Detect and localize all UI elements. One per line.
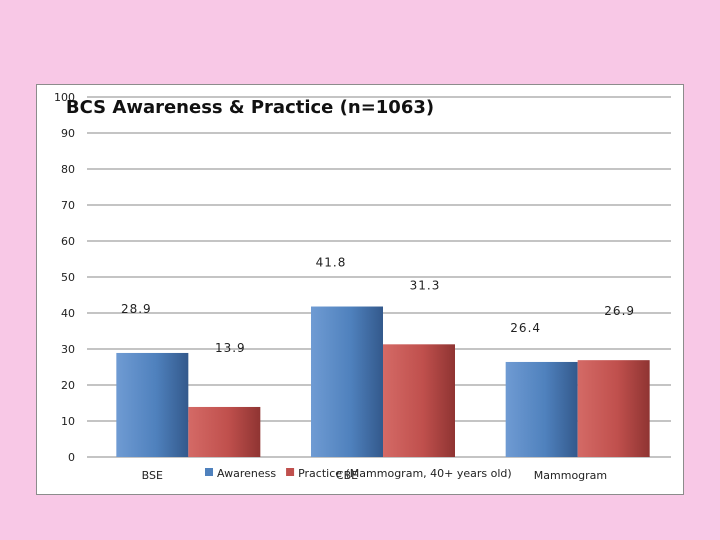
data-label: 26.4 [510,321,541,335]
y-tick-label: 10 [61,415,75,428]
bar [577,360,650,457]
y-tick-label: 50 [61,271,75,284]
y-tick-label: 80 [61,163,75,176]
y-tick-label: 70 [61,199,75,212]
data-label: 13.9 [215,341,246,355]
y-tick-label: 40 [61,307,75,320]
legend-entry: Awareness [217,467,276,480]
y-tick-label: 90 [61,127,75,140]
legend-swatch [205,468,213,476]
y-tick-label: 30 [61,343,75,356]
y-tick-label: 60 [61,235,75,248]
y-tick-label: 0 [68,451,75,464]
y-tick-label: 100 [54,91,75,104]
legend-swatch [286,468,295,476]
x-tick-label: CBE [336,469,358,482]
bar [188,406,261,457]
bar [116,352,189,457]
bar-chart: 0 10 20 30 40 50 60 70 80 90 100 28.9 13.9 BSE 41.8 31… [54,91,671,482]
bar [311,306,383,457]
data-label: 41.8 [316,256,347,270]
data-label: 26.9 [604,304,635,318]
data-label: 28.9 [121,302,152,316]
legend-entry: Practice (Mammogram, 40+ years old) [298,467,512,480]
bar [383,344,455,457]
bar [505,361,578,457]
x-tick-label: BSE [142,469,163,482]
chart-title: BCS Awareness & Practice (n=1063) [66,97,434,118]
data-label: 31.3 [410,278,441,292]
x-tick-label: Mammogram [534,469,607,482]
y-tick-label: 20 [61,379,75,392]
chart-frame: 0 10 20 30 40 50 60 70 80 90 100 28.9 13.9 BSE 41.8 31… [36,84,684,495]
